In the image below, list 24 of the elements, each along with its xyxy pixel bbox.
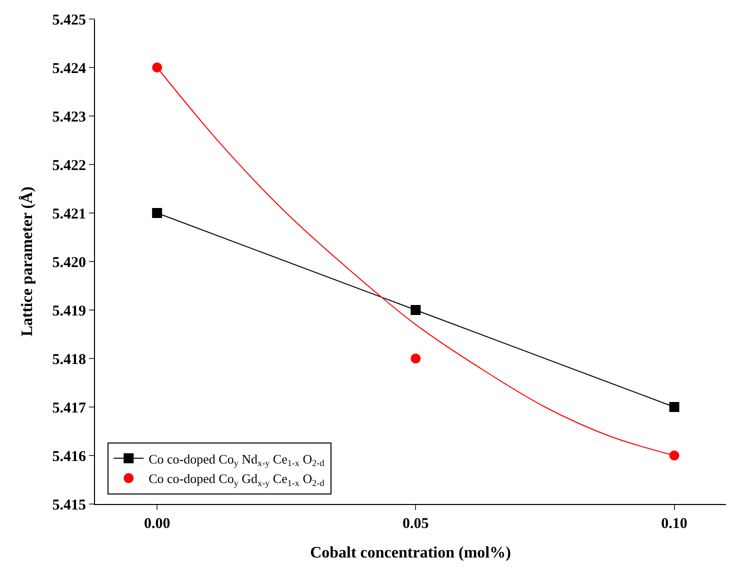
point <box>669 402 680 412</box>
y-tick-label: 5.416 <box>52 448 86 465</box>
point <box>410 354 421 364</box>
x-tick-label: 0.00 <box>144 516 170 532</box>
point <box>669 450 680 460</box>
y-tick-label: 5.421 <box>52 206 86 222</box>
x-tick-label: 0.05 <box>402 516 429 532</box>
y-tick-label: 5.424 <box>52 60 86 77</box>
y-axis-title: Lattice parameter (Å) <box>18 186 36 336</box>
y-tick-label: 5.420 <box>52 254 86 271</box>
point <box>410 305 421 315</box>
x-axis-title: Cobalt concentration (mol%) <box>310 544 511 562</box>
y-tick-label: 5.423 <box>52 109 86 126</box>
y-tick-label: 5.419 <box>52 303 86 320</box>
y-tick-label: 5.418 <box>52 352 86 368</box>
y-tick-label: 5.417 <box>52 400 86 416</box>
point <box>152 208 162 218</box>
legend-label: Co co-doped Co$_{y}$ Nd$_{x-y}$ Ce$_{1-x}$ O$_{2-d}$ <box>148 451 325 468</box>
point <box>152 62 162 72</box>
y-tick-label: 5.425 <box>52 12 86 28</box>
y-tick-label: 5.422 <box>52 158 86 174</box>
y-tick-label: 5.415 <box>52 497 86 514</box>
legend-label: Co co-doped Co$_{y}$ Gd$_{x-y}$ Ce$_{1-x}$ O$_{2-d}$ <box>148 471 325 488</box>
x-tick-label: 0.10 <box>661 516 688 532</box>
